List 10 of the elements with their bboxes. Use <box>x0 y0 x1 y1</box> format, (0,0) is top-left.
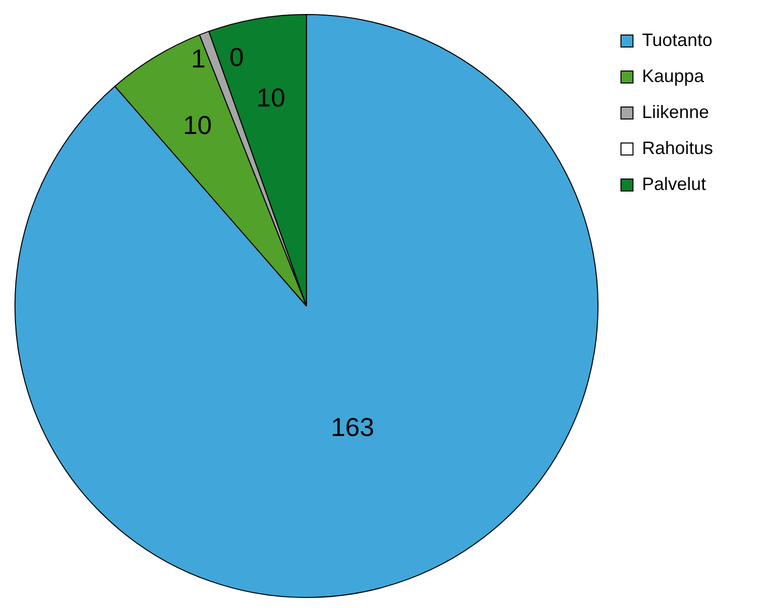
text: 0 <box>229 42 244 72</box>
data-label: 163 <box>330 412 374 442</box>
legend-label: Kauppa <box>642 66 706 86</box>
legend-label: Rahoitus <box>642 138 714 158</box>
legend-label: Tuotanto <box>642 30 712 50</box>
data-label: 1 <box>191 44 206 74</box>
legend-label: Palvelut <box>642 174 706 194</box>
data-label: 10 <box>182 110 212 140</box>
data-label: 10 <box>256 82 286 112</box>
legend-label: Liikenne <box>642 102 710 122</box>
